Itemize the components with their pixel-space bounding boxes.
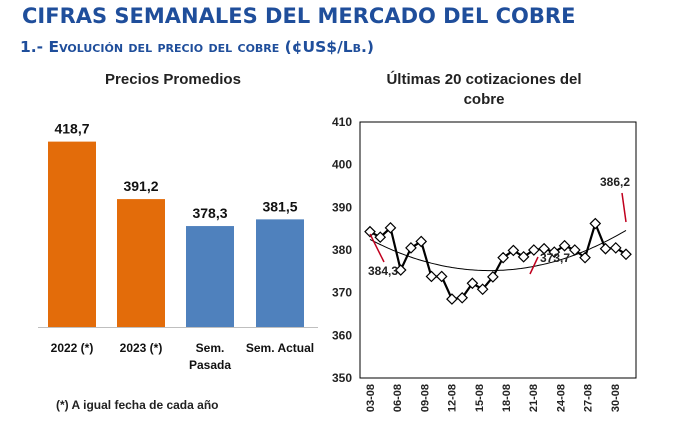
bar-category-label-2: Sem.	[196, 341, 225, 355]
data-point	[507, 244, 520, 257]
y-tick-label: 360	[332, 328, 352, 342]
bar-value-label-3: 381,5	[262, 198, 297, 214]
data-point	[548, 246, 561, 258]
data-point	[538, 242, 550, 255]
x-tick-label: 24-08	[555, 384, 567, 412]
data-point	[405, 242, 417, 254]
data-point	[374, 231, 387, 244]
data-point	[579, 251, 591, 264]
bar-value-label-1: 391,2	[123, 178, 158, 194]
data-point	[476, 283, 489, 296]
data-point	[415, 235, 428, 248]
data-point	[599, 242, 612, 255]
data-point	[620, 248, 632, 261]
bar-chart-title: Precios Promedios	[105, 71, 241, 88]
annotation-arrow-first	[369, 233, 385, 263]
bar-category-label-2: Pasada	[189, 358, 231, 372]
data-point	[609, 242, 622, 254]
price-line	[369, 220, 627, 301]
x-tick-label: 12-08	[447, 384, 459, 412]
x-tick-label: 21-08	[528, 384, 540, 412]
annotation-mid: 373,7	[540, 251, 570, 265]
line-chart-title: cobre	[464, 91, 505, 108]
data-point	[446, 293, 458, 305]
data-point	[394, 264, 407, 276]
footnote: (*) A igual fecha de cada año	[56, 398, 219, 412]
bar-category-label-0: 2022 (*)	[51, 341, 94, 355]
bar-1	[117, 199, 165, 327]
line-plot-area	[359, 121, 637, 379]
bar-3	[256, 219, 304, 327]
data-point	[487, 271, 499, 283]
bar-value-label-0: 418,7	[54, 121, 89, 137]
x-tick-label: 06-08	[392, 384, 404, 412]
data-point	[456, 291, 469, 304]
bar-value-label-2: 378,3	[192, 205, 227, 221]
bar-category-label-1: 2023 (*)	[120, 341, 163, 355]
data-point	[589, 217, 602, 230]
annotation-arrow-mid	[529, 256, 539, 275]
annotation-first: 384,3	[368, 264, 398, 278]
y-tick-label: 390	[332, 200, 352, 214]
data-point	[497, 251, 509, 264]
bar-2	[186, 226, 234, 327]
y-tick-label: 370	[332, 286, 352, 300]
data-point	[466, 277, 479, 290]
data-point	[384, 221, 397, 234]
data-point	[364, 225, 376, 238]
x-tick-label: 15-08	[474, 384, 486, 412]
data-point	[517, 250, 530, 263]
data-point	[527, 244, 540, 256]
y-tick-label: 410	[332, 115, 352, 129]
x-tick-label: 30-08	[610, 384, 622, 412]
y-tick-label: 350	[332, 371, 352, 385]
data-point	[425, 270, 438, 283]
page-title: CIFRAS SEMANALES DEL MERCADO DEL COBRE	[22, 4, 576, 28]
y-tick-label: 380	[332, 243, 352, 257]
annotation-last: 386,2	[600, 175, 630, 189]
x-tick-label: 03-08	[365, 384, 377, 412]
data-point	[435, 270, 448, 283]
annotation-arrow-last	[621, 192, 627, 223]
x-tick-label: 18-08	[501, 384, 513, 412]
line-chart-title: Últimas 20 cotizaciones del	[386, 70, 581, 88]
data-point	[558, 239, 571, 252]
x-tick-label: 27-08	[583, 384, 595, 412]
bar-category-label-3: Sem. Actual	[246, 341, 314, 355]
x-tick-label: 09-08	[419, 384, 431, 412]
trendline	[369, 229, 627, 272]
y-tick-label: 400	[332, 158, 352, 172]
data-point	[568, 244, 581, 256]
page-subtitle: 1.- Evolución del precio del cobre (¢US$…	[20, 38, 374, 56]
bar-0	[48, 141, 96, 327]
